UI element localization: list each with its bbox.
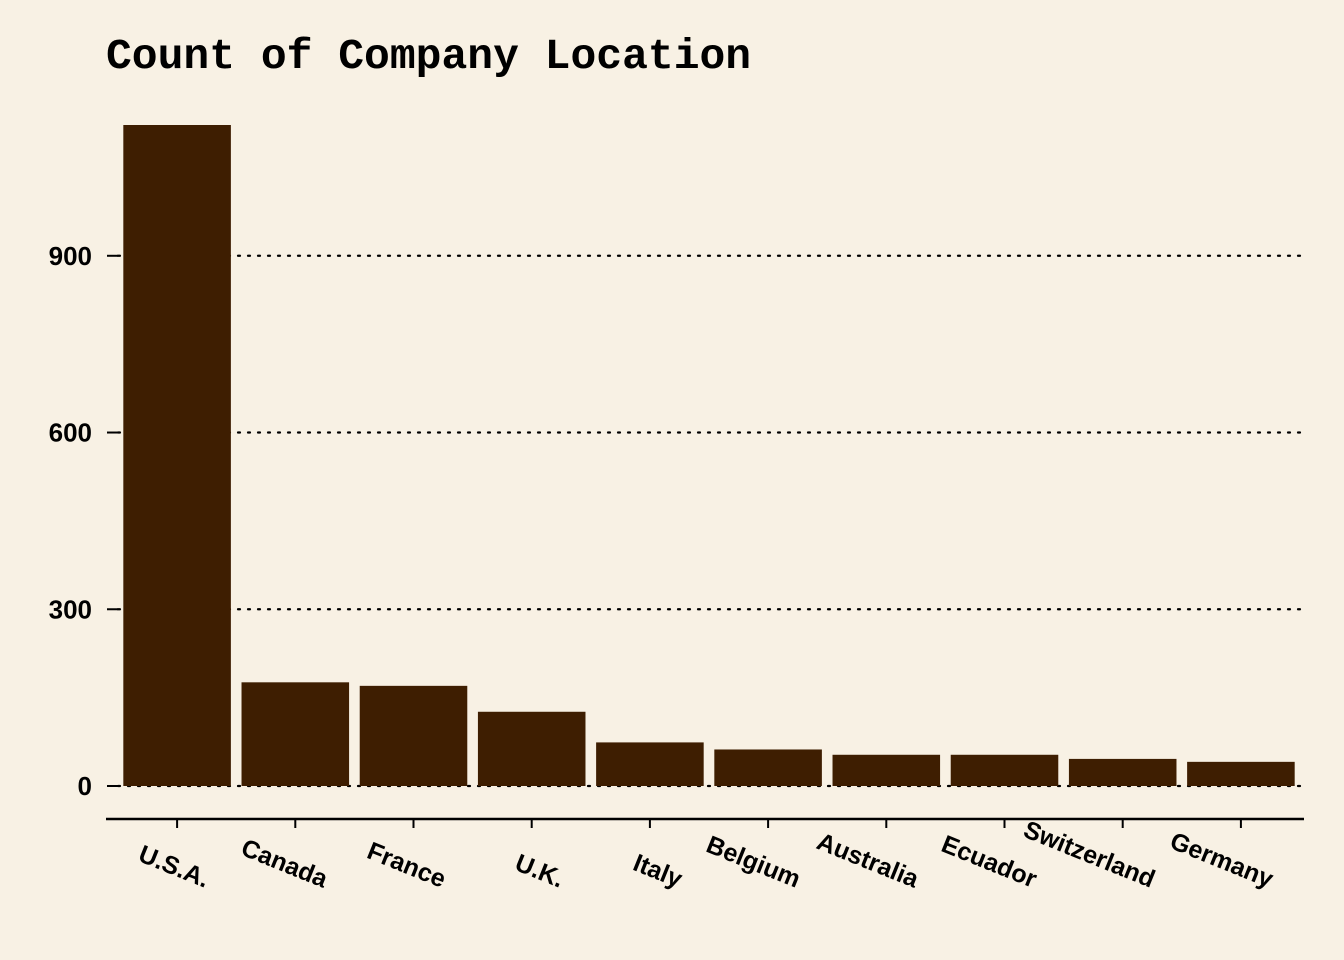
bar-france [359,685,468,786]
y-tick-label: 0 [78,771,92,801]
y-tick-label: 600 [49,418,92,448]
gridlines [116,254,1302,788]
bar-ecuador [950,754,1059,786]
bar-italy [596,742,704,786]
bar-u-s-a [123,125,231,786]
chart-title: Count of Company Location [106,32,751,81]
bar-belgium [714,749,822,786]
bar-u-k [477,711,586,786]
bars [123,125,1295,786]
bar-australia [832,754,941,786]
y-tick-label: 300 [49,594,92,624]
y-tick-label: 900 [49,241,92,271]
bar-germany [1187,761,1295,786]
bar-canada [241,682,350,786]
y-axis: 0 300 600 900 [49,241,118,801]
bar-switzerland [1068,758,1177,786]
